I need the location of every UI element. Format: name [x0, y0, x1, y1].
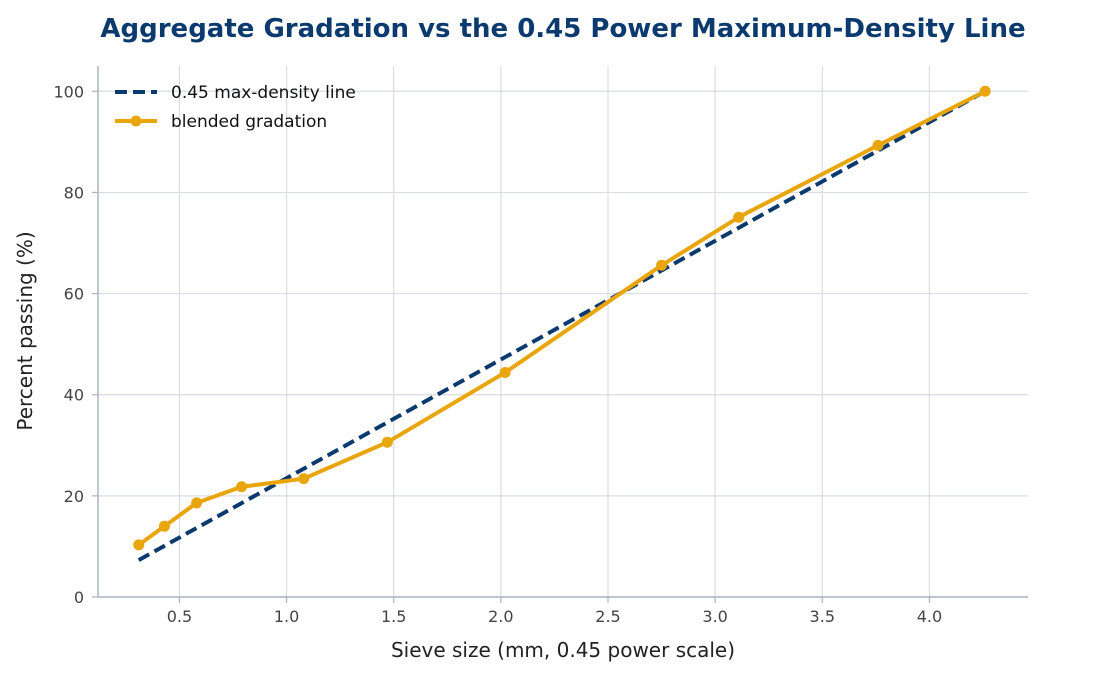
x-tick-label: 0.5 [167, 607, 192, 626]
y-tick-label: 60 [64, 285, 84, 304]
data-point-blended [733, 211, 745, 223]
legend-label-blended: blended gradation [171, 112, 327, 132]
data-point-blended [298, 473, 310, 485]
axes-spines [97, 66, 1028, 598]
y-tick-label: 20 [64, 487, 84, 506]
x-tick-label: 4.0 [917, 607, 942, 626]
x-tick-label: 2.0 [488, 607, 513, 626]
data-point-blended [872, 139, 884, 151]
data-point-blended [656, 259, 668, 271]
series-line-max-density [137, 89, 987, 562]
chart-title: Aggregate Gradation vs the 0.45 Power Ma… [100, 14, 1025, 44]
x-axis-label: Sieve size (mm, 0.45 power scale) [391, 638, 735, 662]
legend-marker-blended [130, 115, 142, 127]
grid-lines [98, 66, 1028, 598]
x-tick-label: 2.5 [595, 607, 620, 626]
y-axis-ticks: 0 20 40 60 80 100 [53, 82, 98, 607]
y-tick-label: 40 [64, 386, 84, 405]
data-point-blended [158, 520, 170, 532]
x-tick-label: 1.0 [274, 607, 299, 626]
x-tick-label: 3.5 [810, 607, 835, 626]
legend: 0.45 max-density line blended gradation [115, 83, 356, 132]
data-point-blended [236, 481, 248, 493]
y-axis-label: Percent passing (%) [13, 231, 37, 430]
x-tick-label: 1.5 [381, 607, 406, 626]
y-tick-label: 100 [53, 82, 84, 101]
series-group [133, 85, 991, 562]
y-tick-label: 0 [74, 588, 84, 607]
data-point-blended [979, 85, 991, 97]
series-line-blended-gradation [137, 89, 987, 547]
data-point-blended [499, 366, 511, 378]
data-point-blended [381, 436, 393, 448]
y-tick-label: 80 [64, 183, 84, 202]
legend-label-max-density: 0.45 max-density line [171, 83, 356, 103]
x-tick-label: 3.0 [702, 607, 727, 626]
x-axis-ticks: 0.5 1.0 1.5 2.0 2.5 3.0 3.5 4.0 [167, 597, 942, 626]
data-point-blended [133, 539, 145, 551]
data-point-blended [191, 497, 203, 509]
